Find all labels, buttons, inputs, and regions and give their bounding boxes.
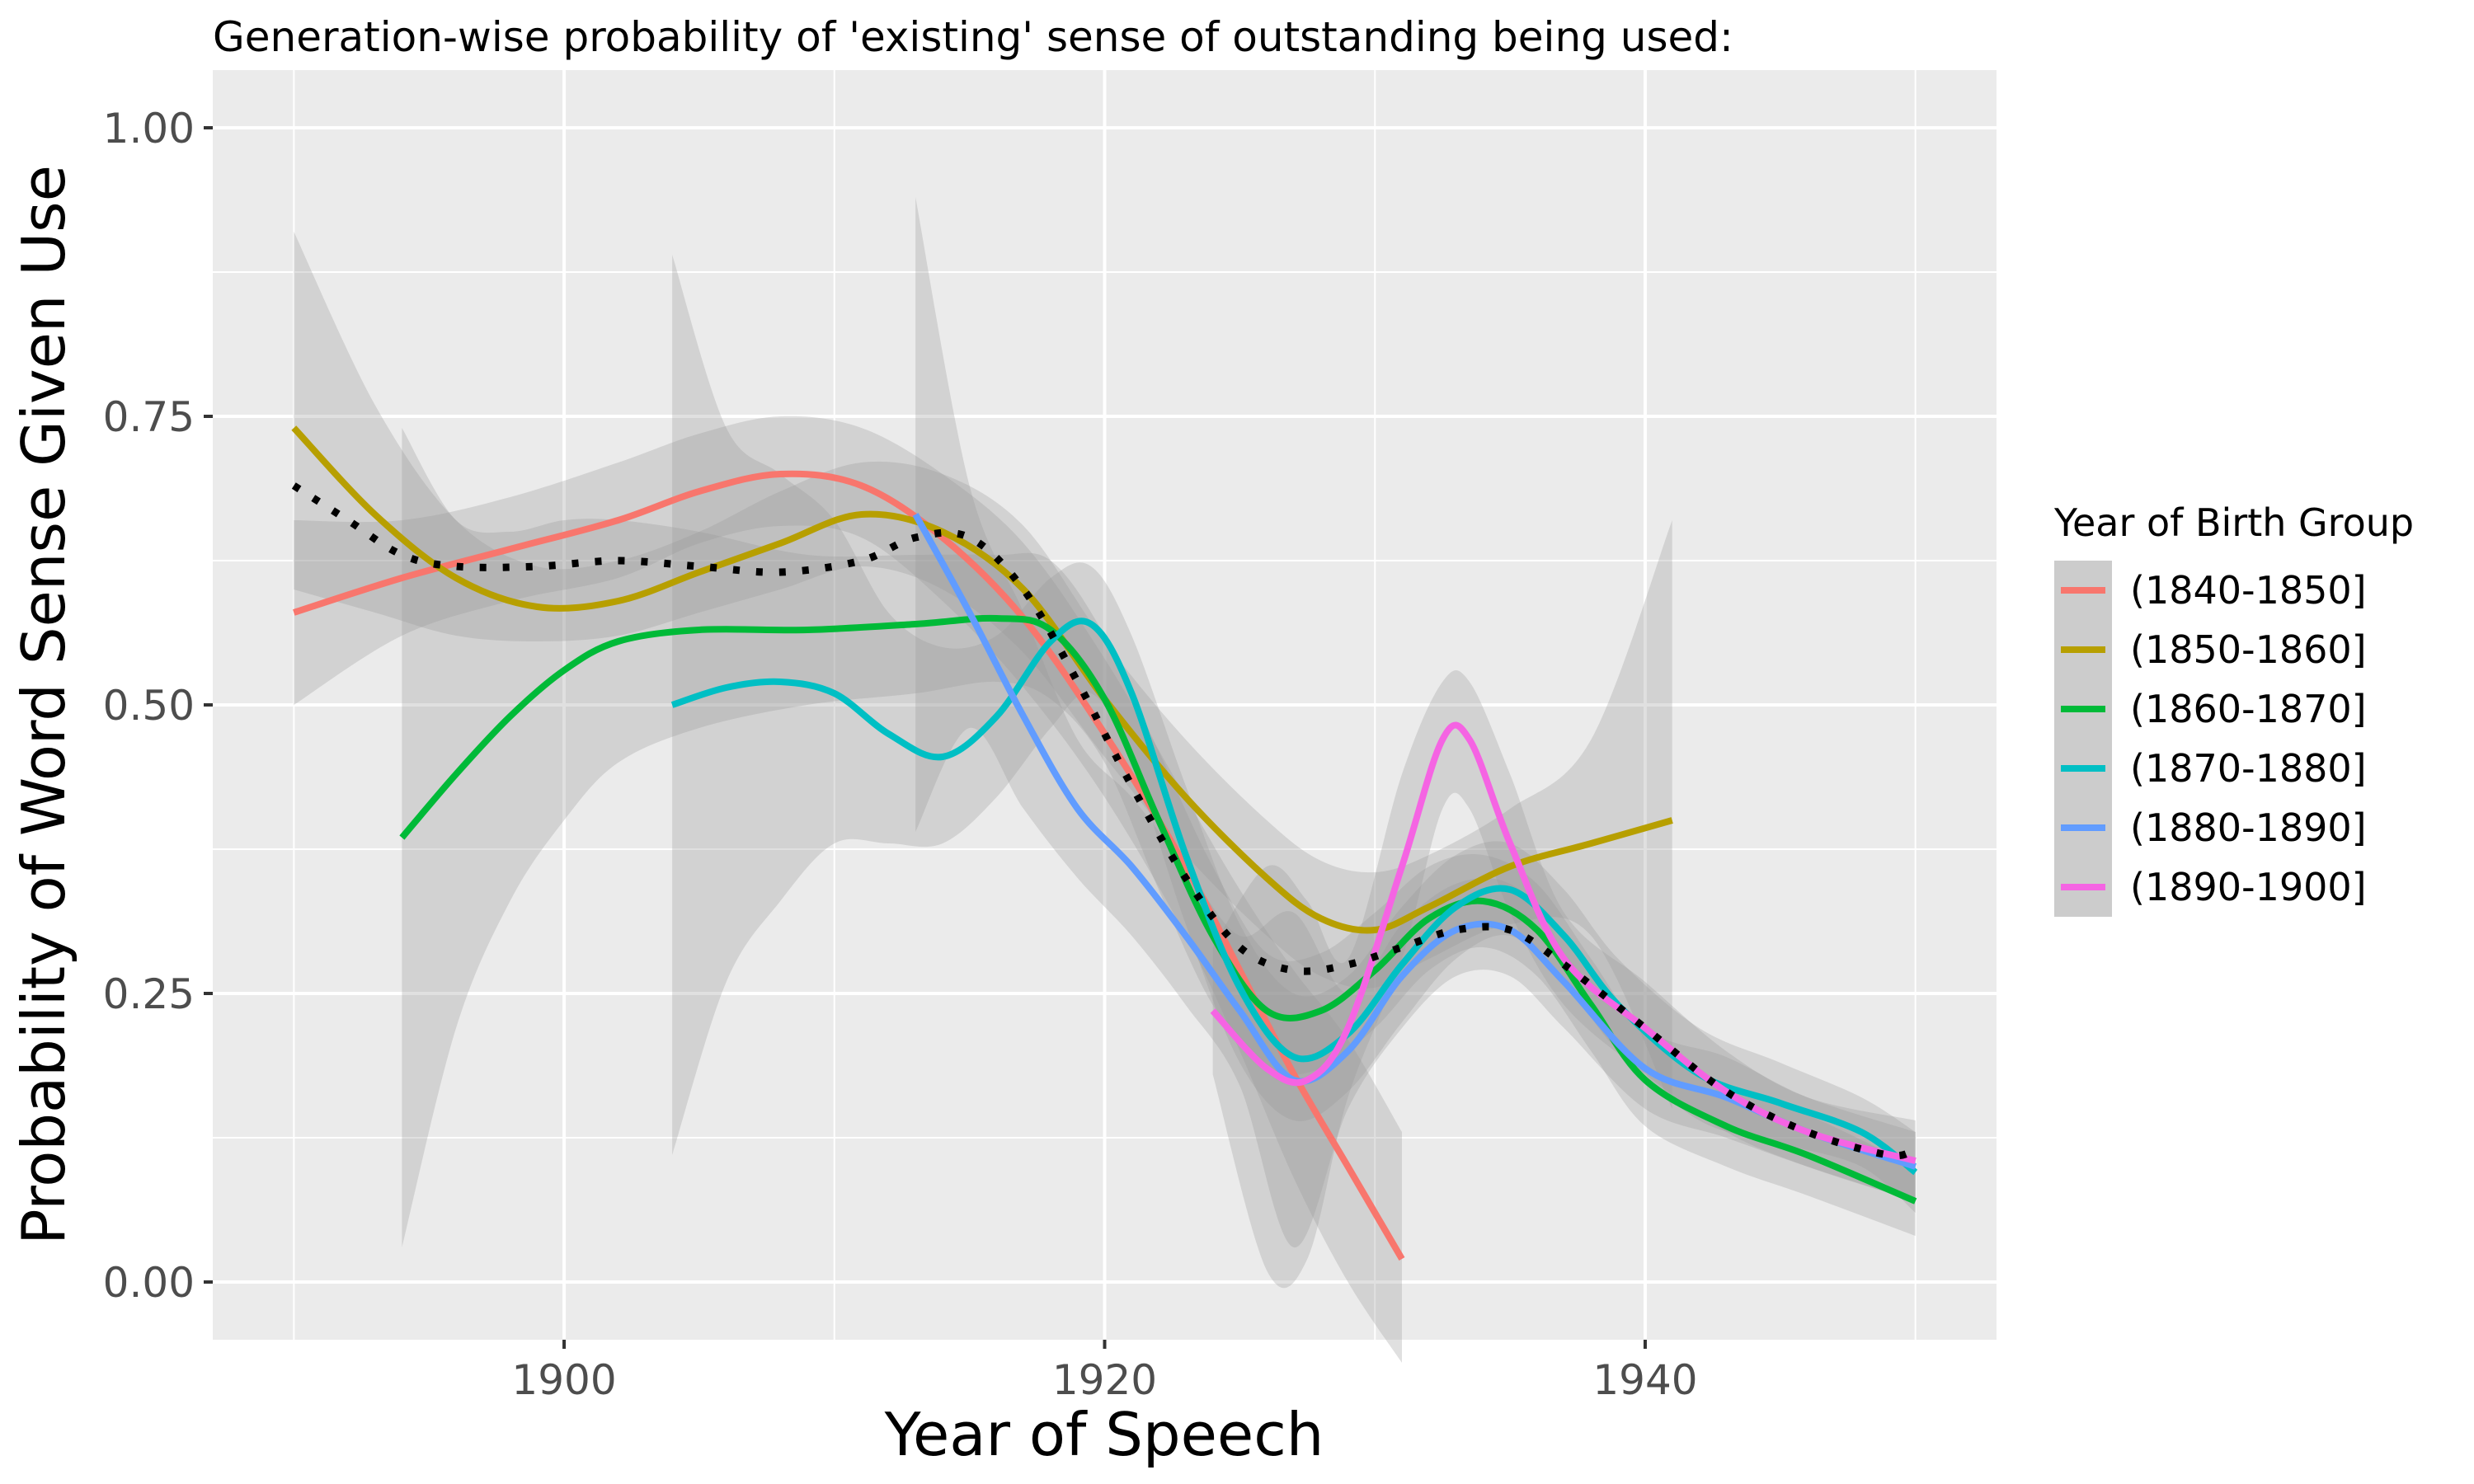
legend-keys: (1840-1850] (1850-1860] (1860-1870] (1870-1…: [2054, 561, 2367, 917]
confidence-band-4: [915, 197, 1916, 1248]
x-tick-label: 1900: [511, 1356, 616, 1404]
legend-label: (1850-1860]: [2130, 627, 2367, 672]
overall-trend-line: [291, 482, 1917, 1160]
y-axis-title: Probability of Word Sense Given Use: [9, 165, 78, 1245]
legend-title: Year of Birth Group: [2053, 500, 2414, 545]
series-line-5: [1210, 721, 1917, 1164]
x-tick-label: 1940: [1592, 1356, 1697, 1404]
legend-label: (1890-1900]: [2130, 865, 2367, 909]
x-tick-label: 1920: [1052, 1356, 1157, 1404]
x-axis-title: Year of Speech: [884, 1400, 1324, 1469]
series-lines: [291, 425, 1918, 1261]
confidence-band-3: [672, 255, 1916, 1213]
legend-label: (1860-1870]: [2130, 687, 2367, 731]
y-tick-label: 0.25: [103, 970, 195, 1018]
y-tick-label: 0.75: [103, 393, 195, 441]
y-axis-ticks: 0.00 0.25 0.50 0.75 1.00: [103, 105, 213, 1307]
legend: Year of Birth Group (1840-1850] (1850-186…: [2053, 500, 2414, 917]
legend-label: (1840-1850]: [2130, 568, 2367, 613]
confidence-band-1: [294, 232, 1672, 1109]
series-line-1: [291, 425, 1673, 934]
y-tick-label: 1.00: [103, 105, 195, 153]
series-line-4: [912, 513, 1917, 1170]
chart-title: Generation-wise probability of 'existing…: [213, 13, 1733, 61]
legend-label: (1880-1890]: [2130, 805, 2367, 850]
x-axis-ticks: 1900 1920 1940: [511, 1340, 1698, 1404]
y-tick-label: 0.50: [103, 682, 195, 730]
confidence-band-0: [294, 416, 1402, 1364]
y-tick-label: 0.00: [103, 1259, 195, 1307]
legend-label: (1870-1880]: [2130, 746, 2367, 791]
